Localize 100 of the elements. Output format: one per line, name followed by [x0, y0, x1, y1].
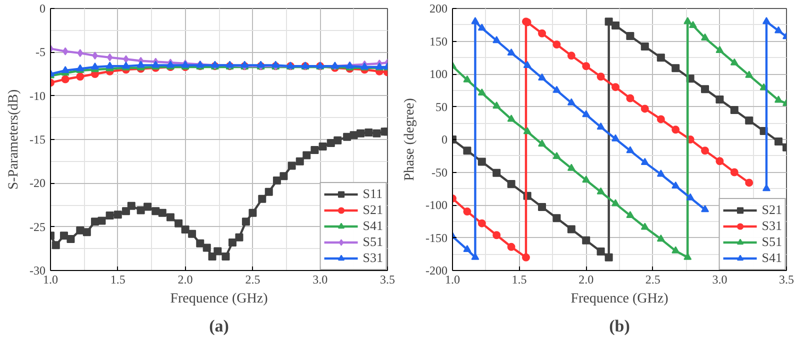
point [538, 140, 546, 147]
point [626, 210, 634, 218]
point [522, 253, 530, 262]
x-tick-label: 1.5 [110, 272, 126, 286]
point [478, 158, 486, 166]
point [507, 48, 516, 56]
point [552, 152, 561, 160]
point [235, 233, 244, 242]
point [122, 207, 130, 216]
point [334, 136, 342, 144]
point [302, 151, 311, 160]
point [463, 146, 472, 155]
point [106, 53, 113, 62]
y-tick-label: -100 [426, 198, 448, 212]
point [538, 202, 546, 211]
x-tick-label: 1.5 [512, 272, 527, 286]
point [356, 129, 365, 138]
point [656, 54, 665, 62]
point [166, 213, 174, 222]
y-tick-label: -15 [30, 132, 46, 146]
point [538, 73, 546, 80]
point [745, 70, 754, 78]
point [640, 158, 649, 165]
point [596, 187, 605, 194]
point [611, 22, 620, 30]
point [701, 205, 710, 212]
point [158, 208, 166, 217]
point [774, 26, 782, 34]
point [567, 52, 576, 60]
legend-label: S51 [362, 234, 383, 250]
point [716, 46, 724, 53]
point [62, 47, 68, 56]
point [202, 244, 211, 252]
point [582, 110, 590, 118]
point [774, 137, 782, 146]
point [52, 241, 60, 250]
point [310, 146, 319, 154]
point [626, 94, 634, 102]
point [730, 58, 738, 66]
x-tick-label: 2.5 [245, 272, 260, 286]
y-tick-label: -25 [30, 220, 46, 234]
y-axis-title: Phase (degree) [402, 98, 418, 181]
x-tick-label: 3.0 [312, 272, 328, 286]
point [478, 24, 486, 31]
y-axis-title: S-Parameters(dB) [6, 89, 22, 190]
point [228, 238, 236, 247]
point [626, 146, 634, 154]
point [611, 199, 620, 206]
point [762, 17, 770, 24]
point [92, 52, 98, 60]
point [136, 206, 145, 214]
point [552, 40, 561, 49]
point [106, 211, 114, 220]
y-tick-label: 0 [40, 2, 46, 16]
legend-label: S21 [362, 202, 383, 218]
point [716, 157, 724, 166]
point [214, 247, 222, 256]
point [762, 184, 770, 192]
point [567, 98, 576, 106]
point [552, 214, 561, 222]
y-tick-label: -10 [30, 88, 46, 103]
point [596, 72, 605, 81]
point [507, 242, 516, 251]
point [188, 230, 196, 238]
point [372, 129, 381, 138]
point [582, 62, 590, 70]
point [76, 72, 84, 81]
legend-label: S11 [362, 186, 383, 202]
point [626, 32, 634, 40]
point [61, 66, 70, 74]
point [684, 17, 692, 24]
legend-label: S31 [762, 218, 782, 234]
point [538, 29, 546, 38]
point [611, 83, 620, 92]
point [471, 252, 480, 260]
legend-label: S51 [762, 234, 782, 250]
point [640, 222, 649, 230]
point [492, 102, 501, 109]
x-axis-title: Frequence (GHz) [170, 292, 268, 306]
point [242, 218, 250, 226]
y-tick-label: -150 [426, 230, 448, 245]
point [567, 225, 576, 234]
point [272, 176, 281, 185]
x-tick-label: 2.5 [645, 272, 660, 286]
point [174, 219, 183, 228]
point [364, 128, 373, 137]
point [478, 219, 486, 228]
legend-label: S41 [362, 218, 383, 234]
point [640, 104, 649, 113]
point [492, 231, 501, 240]
point [672, 64, 680, 72]
point [672, 246, 680, 254]
point [656, 115, 665, 124]
point [136, 60, 145, 68]
point [523, 127, 532, 134]
point [604, 253, 613, 262]
x-tick-label: 2.0 [178, 272, 193, 286]
point [152, 207, 160, 216]
text: (b) [609, 316, 630, 336]
point [280, 172, 288, 180]
